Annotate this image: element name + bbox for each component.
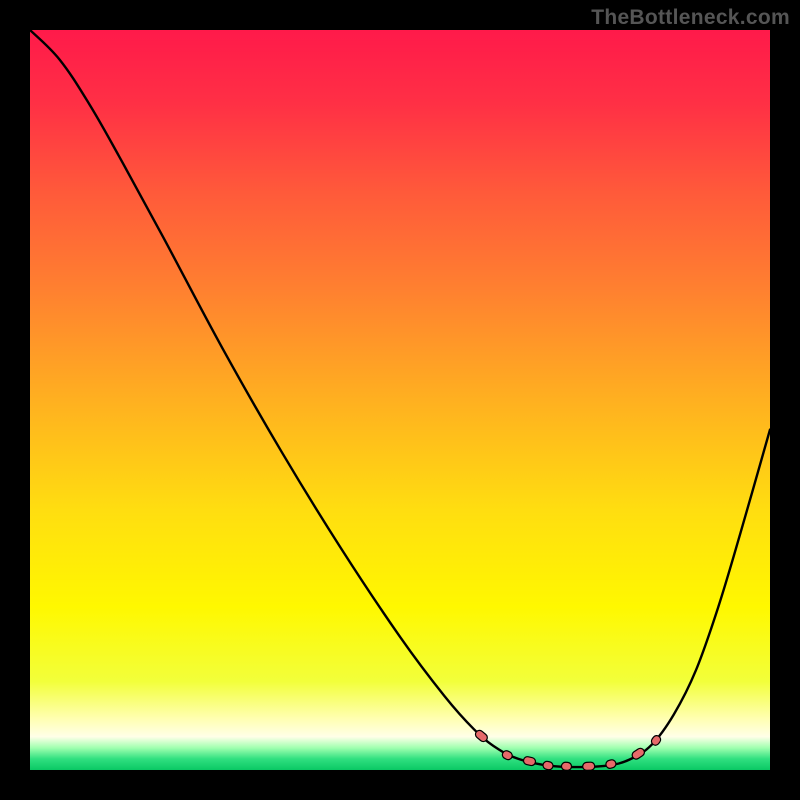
chart-canvas [30, 30, 770, 770]
chart-svg [30, 30, 770, 770]
gradient-background [30, 30, 770, 770]
curve-marker [583, 762, 595, 770]
curve-marker [561, 762, 571, 770]
watermark-text: TheBottleneck.com [591, 6, 790, 30]
